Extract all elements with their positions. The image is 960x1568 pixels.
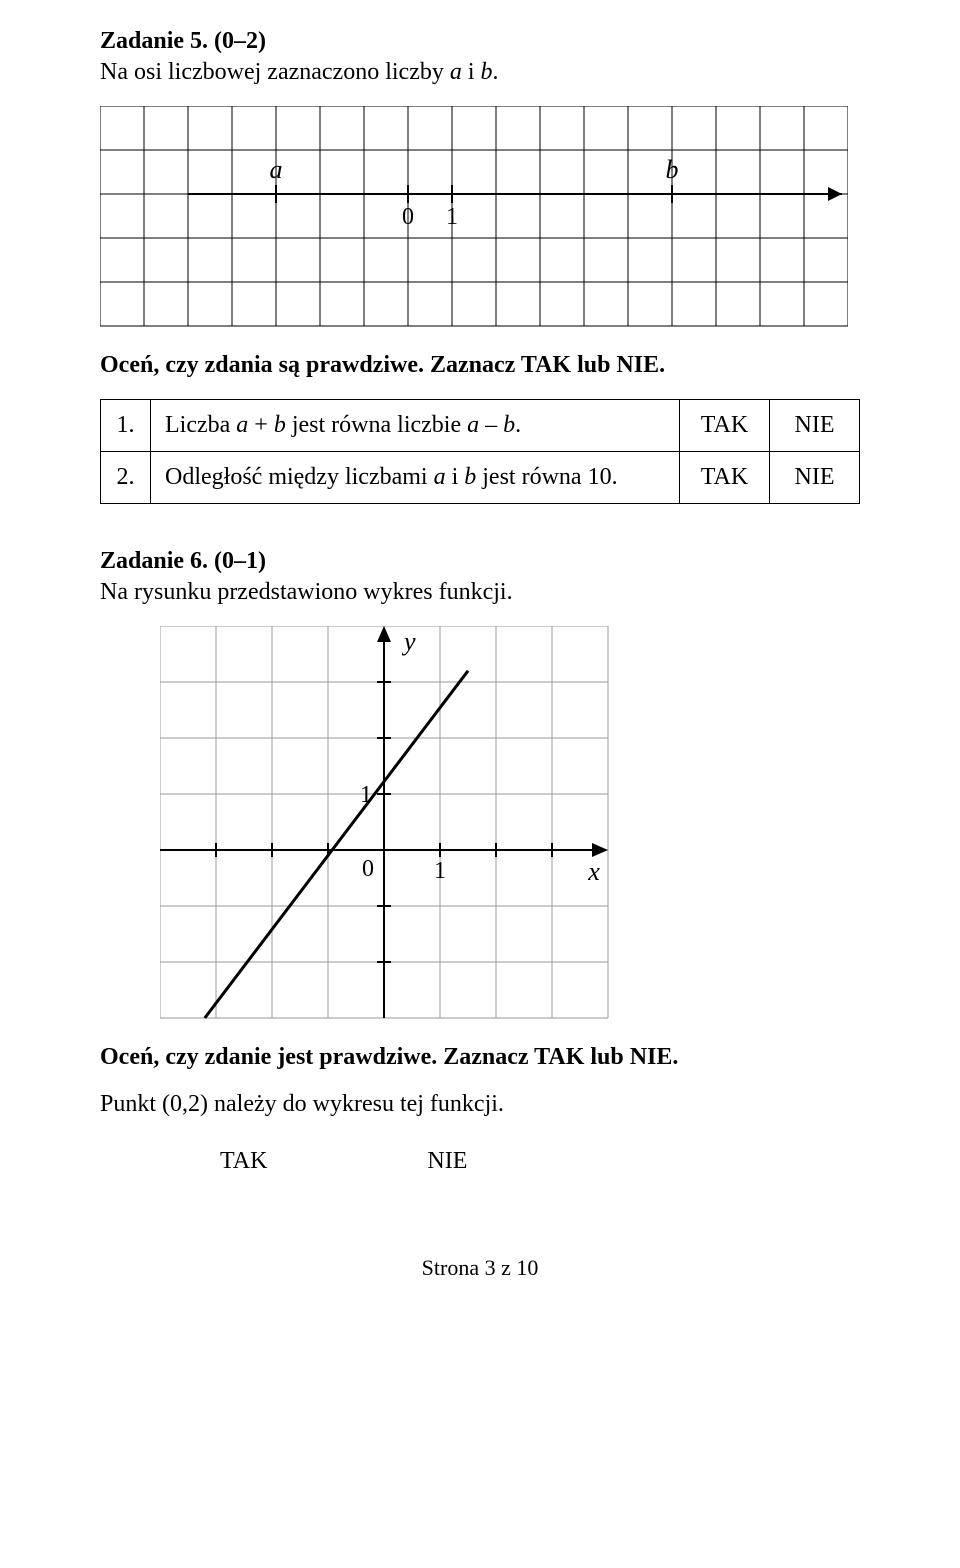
- task5-body-a: a: [450, 59, 462, 85]
- row1-b2: b: [503, 412, 515, 438]
- row1-tak[interactable]: TAK: [680, 400, 770, 452]
- task5-body-b: b: [481, 59, 493, 85]
- svg-text:x: x: [587, 857, 600, 886]
- row2-post: jest równa 10.: [476, 464, 617, 490]
- svg-text:1: 1: [434, 858, 446, 884]
- task5-body-post: .: [493, 59, 499, 85]
- page-footer: Strona 3 z 10: [100, 1255, 860, 1281]
- row2-mid: i: [446, 464, 465, 490]
- row2-b: b: [464, 464, 476, 490]
- row1-plus: +: [248, 412, 274, 438]
- task6-title: Zadanie 6. (0–1): [100, 548, 266, 574]
- row1-minus: –: [479, 412, 503, 438]
- task5-title: Zadanie 5. (0–2): [100, 28, 266, 54]
- svg-text:0: 0: [402, 204, 414, 230]
- row1-b1: b: [274, 412, 286, 438]
- task6-answers: TAK NIE: [100, 1148, 860, 1175]
- svg-text:y: y: [401, 627, 416, 656]
- row1-num: 1.: [101, 400, 151, 452]
- task6-instruction: Oceń, czy zdanie jest prawdziwe. Zaznacz…: [100, 1044, 860, 1071]
- row1-mid: jest równa liczbie: [286, 412, 467, 438]
- task6-header: Zadanie 6. (0–1): [100, 548, 860, 575]
- table-row: 1. Liczba a + b jest równa liczbie a – b…: [101, 400, 860, 452]
- row2-tak[interactable]: TAK: [680, 452, 770, 504]
- task6-statement: Punkt (0,2) należy do wykresu tej funkcj…: [100, 1091, 860, 1118]
- row1-nie[interactable]: NIE: [770, 400, 860, 452]
- row1-post: .: [515, 412, 521, 438]
- task6-nie[interactable]: NIE: [427, 1148, 467, 1175]
- svg-text:0: 0: [362, 856, 374, 882]
- task5-table: 1. Liczba a + b jest równa liczbie a – b…: [100, 399, 860, 504]
- svg-text:1: 1: [446, 204, 458, 230]
- row2-pre: Odległość między liczbami: [165, 464, 434, 490]
- task5-figure: a b 0 1: [100, 106, 860, 328]
- row2-a: a: [434, 464, 446, 490]
- row1-pre: Liczba: [165, 412, 236, 438]
- task6-body: Na rysunku przedstawiono wykres funkcji.: [100, 579, 860, 606]
- row1-text: Liczba a + b jest równa liczbie a – b.: [151, 400, 680, 452]
- row1-a1: a: [236, 412, 248, 438]
- task5-body-mid: i: [462, 59, 481, 85]
- row2-nie[interactable]: NIE: [770, 452, 860, 504]
- row1-a2: a: [467, 412, 479, 438]
- task6-figure: yx011: [100, 626, 860, 1020]
- task5-header: Zadanie 5. (0–2): [100, 28, 860, 55]
- task6-tak[interactable]: TAK: [220, 1148, 267, 1175]
- task5-body: Na osi liczbowej zaznaczono liczby a i b…: [100, 59, 860, 86]
- task5-instruction: Oceń, czy zdania są prawdziwe. Zaznacz T…: [100, 352, 860, 379]
- function-graph-svg: yx011: [160, 626, 610, 1020]
- row2-text: Odległość między liczbami a i b jest rów…: [151, 452, 680, 504]
- row2-num: 2.: [101, 452, 151, 504]
- svg-text:a: a: [270, 155, 283, 184]
- table-row: 2. Odległość między liczbami a i b jest …: [101, 452, 860, 504]
- task5-body-pre: Na osi liczbowej zaznaczono liczby: [100, 59, 450, 85]
- svg-text:b: b: [666, 155, 679, 184]
- number-line-svg: a b 0 1: [100, 106, 848, 328]
